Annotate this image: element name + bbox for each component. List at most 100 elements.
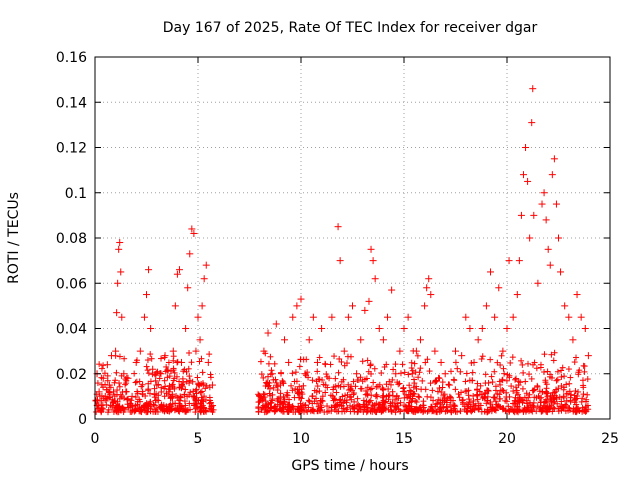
data-point xyxy=(277,405,284,412)
data-point xyxy=(408,365,415,372)
data-point xyxy=(466,396,473,403)
data-point xyxy=(558,367,565,374)
data-point xyxy=(324,373,331,380)
data-point xyxy=(439,379,446,386)
data-point xyxy=(580,382,587,389)
data-point xyxy=(114,398,121,405)
data-point xyxy=(278,369,285,376)
data-point xyxy=(463,407,470,414)
data-point xyxy=(204,358,212,366)
data-point xyxy=(304,408,311,415)
data-point xyxy=(451,405,458,412)
x-tick-label: 10 xyxy=(292,431,310,447)
data-point xyxy=(144,408,151,415)
data-point xyxy=(400,325,408,332)
data-point xyxy=(134,388,141,395)
data-point xyxy=(410,376,417,383)
data-point xyxy=(379,336,387,344)
data-point xyxy=(207,374,214,381)
data-point xyxy=(539,388,546,395)
data-point xyxy=(155,381,162,388)
data-point xyxy=(497,387,504,394)
data-point xyxy=(140,313,148,321)
data-point xyxy=(341,362,348,369)
data-point xyxy=(466,325,474,332)
y-tick-label: 0.1 xyxy=(65,186,87,202)
data-point xyxy=(407,395,414,402)
data-point xyxy=(365,368,372,375)
data-point xyxy=(555,385,562,392)
data-point xyxy=(439,384,446,391)
data-point xyxy=(128,392,136,400)
data-point xyxy=(199,369,206,376)
data-point xyxy=(543,404,550,411)
data-point xyxy=(306,398,313,405)
data-point xyxy=(492,383,499,390)
data-point xyxy=(339,393,346,400)
data-point xyxy=(519,361,526,368)
data-point xyxy=(355,408,362,415)
data-point xyxy=(387,381,394,388)
data-point xyxy=(257,358,264,365)
data-point xyxy=(565,366,572,373)
data-point xyxy=(112,347,120,355)
data-point xyxy=(520,369,527,376)
data-point xyxy=(479,395,486,402)
data-point xyxy=(373,391,380,398)
data-point xyxy=(514,404,521,411)
data-point xyxy=(131,370,138,377)
data-point xyxy=(474,336,482,344)
data-point xyxy=(584,402,591,409)
data-point xyxy=(424,408,431,415)
data-point xyxy=(158,355,165,362)
data-point xyxy=(575,371,582,378)
data-point xyxy=(138,383,145,390)
data-point xyxy=(143,291,150,299)
data-point xyxy=(559,364,566,371)
data-point xyxy=(161,352,169,360)
data-point xyxy=(531,394,538,401)
data-point xyxy=(147,390,154,397)
data-point xyxy=(92,397,100,405)
data-point xyxy=(138,409,145,416)
y-tick-label: 0.12 xyxy=(56,141,87,157)
data-point xyxy=(199,396,206,403)
data-point xyxy=(265,407,272,414)
data-point xyxy=(579,377,586,384)
data-point xyxy=(335,408,342,415)
data-point xyxy=(422,359,429,366)
data-point xyxy=(186,349,193,356)
data-point xyxy=(334,223,342,231)
data-point xyxy=(143,363,150,370)
data-point xyxy=(374,406,381,413)
data-point xyxy=(316,388,323,395)
y-tick-label: 0.06 xyxy=(56,276,87,292)
data-point xyxy=(392,361,399,368)
data-point xyxy=(176,384,183,391)
data-point xyxy=(309,393,316,400)
data-point xyxy=(471,407,478,414)
data-point xyxy=(401,369,408,376)
data-point xyxy=(340,347,348,355)
data-point xyxy=(144,367,151,374)
data-point xyxy=(406,399,413,406)
data-point xyxy=(558,398,565,405)
data-point xyxy=(519,385,526,392)
data-point xyxy=(399,361,406,368)
data-point xyxy=(281,336,289,344)
data-point xyxy=(268,370,276,378)
data-point xyxy=(198,302,206,310)
data-point xyxy=(371,405,378,412)
data-point xyxy=(101,392,109,400)
data-point xyxy=(462,388,469,395)
data-point xyxy=(105,381,113,389)
data-point xyxy=(477,402,484,409)
data-point xyxy=(509,313,517,321)
data-point xyxy=(505,257,513,265)
data-point xyxy=(544,390,551,397)
data-point xyxy=(202,261,210,269)
data-point xyxy=(155,397,162,404)
data-point xyxy=(510,388,517,395)
data-point xyxy=(528,375,535,382)
data-point xyxy=(280,379,287,386)
